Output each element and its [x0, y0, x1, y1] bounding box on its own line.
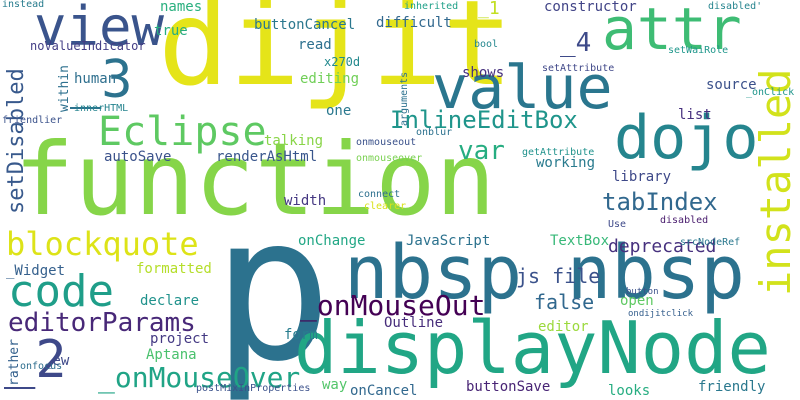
word: way	[322, 377, 348, 393]
word: buttonSave	[466, 379, 551, 395]
word: _onMouseOver	[98, 361, 301, 394]
word: dijit	[158, 0, 514, 112]
word: Eclipse	[98, 109, 267, 155]
word: instead	[2, 0, 45, 10]
word: bool	[474, 39, 499, 50]
word: working	[536, 155, 596, 171]
word: view	[34, 0, 165, 58]
word: TextBox	[550, 233, 610, 249]
word: friendlier	[2, 115, 63, 126]
word: Outline	[384, 315, 444, 331]
word: inherited	[404, 1, 459, 12]
word: renderAsHtml	[216, 149, 318, 165]
word: InlineEditBox	[390, 106, 578, 134]
word: js file	[516, 264, 601, 288]
word: nbsp nbsp	[344, 230, 745, 316]
word: _3	[70, 50, 133, 110]
word: onCancel	[350, 383, 418, 399]
word: open	[620, 293, 654, 309]
word: setAttribute	[542, 63, 615, 74]
word: _ew	[44, 353, 70, 369]
word: _onClick	[746, 87, 795, 98]
word: value	[432, 53, 613, 123]
word: blockquote	[6, 225, 199, 263]
word: disabled'	[708, 1, 763, 12]
word: formatted	[136, 261, 212, 277]
word: onfocus	[20, 361, 63, 372]
word: code	[8, 266, 114, 317]
word: getAttribute	[522, 147, 595, 158]
word: false	[534, 290, 595, 314]
word: onChange	[298, 233, 366, 249]
word: difficult	[376, 15, 452, 31]
word: Aptana	[146, 347, 197, 363]
word: postMixInProperties	[196, 383, 311, 394]
word: width	[284, 193, 327, 209]
word: source	[706, 77, 757, 93]
word: onblur	[416, 127, 453, 138]
word: clearer	[364, 201, 407, 212]
word: shows	[462, 65, 505, 81]
word: _2	[4, 330, 67, 390]
word: button	[626, 287, 659, 297]
word: Use	[608, 219, 627, 230]
word: srcNodeRef	[680, 237, 741, 248]
word: read	[298, 37, 332, 53]
word: var	[458, 136, 505, 166]
word: attr	[602, 0, 742, 63]
word: p	[212, 173, 333, 400]
word: setWaiRole	[668, 45, 729, 56]
word: connect	[358, 189, 401, 200]
word: noValueIndicator	[30, 39, 146, 53]
word: arguments	[399, 71, 410, 126]
word: dojo	[614, 103, 759, 173]
word: looks	[608, 383, 651, 399]
word: _4	[560, 28, 592, 58]
word: within	[57, 65, 72, 112]
word: JavaScript	[406, 233, 491, 249]
word: editor	[538, 319, 589, 335]
word: setDisabled	[4, 68, 29, 214]
word: constructor	[544, 0, 637, 15]
word: talking	[264, 133, 324, 149]
word: displayNode	[294, 306, 771, 390]
word: installed	[751, 68, 800, 296]
word: human	[74, 71, 117, 87]
word: form	[284, 327, 318, 343]
word: editing	[300, 71, 360, 87]
word: onmouseout	[356, 137, 417, 148]
word: library	[612, 169, 672, 185]
word: innerHTML	[74, 103, 129, 114]
word: function	[14, 121, 496, 238]
word: onmouseover	[356, 153, 423, 164]
word: _1	[478, 0, 500, 19]
word: names	[160, 0, 203, 15]
word: _onMouseOut	[300, 289, 486, 322]
word: editorParams	[8, 308, 196, 338]
word: friendly	[698, 379, 766, 395]
word: autoSave	[104, 149, 172, 165]
word: ondijitclick	[628, 309, 694, 319]
word: one	[326, 103, 352, 119]
word: _Widget	[6, 263, 66, 279]
word: true	[154, 23, 188, 39]
word: project	[150, 331, 210, 347]
word: tabIndex	[602, 188, 718, 216]
word: deprecated	[608, 236, 717, 257]
word: buttonCancel	[254, 17, 356, 33]
word: list	[678, 107, 712, 123]
word: x270d	[324, 55, 361, 69]
word: declare	[140, 293, 200, 309]
word: disabled	[660, 215, 709, 226]
